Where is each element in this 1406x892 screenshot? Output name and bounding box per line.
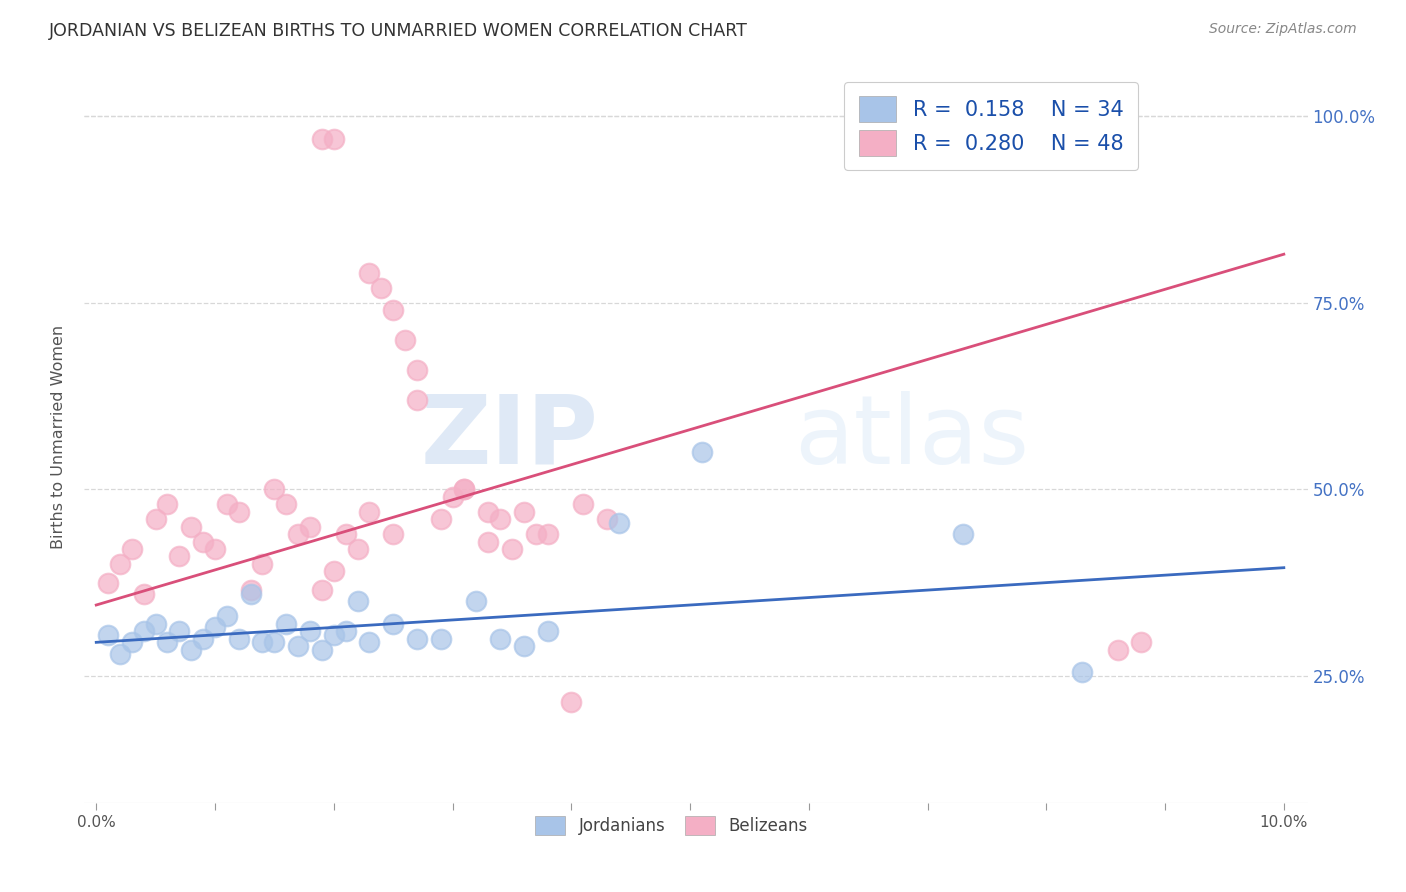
Point bbox=[536, 527, 558, 541]
Point bbox=[477, 534, 499, 549]
Point bbox=[429, 512, 451, 526]
Point bbox=[370, 281, 392, 295]
Point bbox=[263, 635, 285, 649]
Point bbox=[215, 497, 238, 511]
Point bbox=[322, 565, 344, 579]
Legend: Jordanians, Belizeans: Jordanians, Belizeans bbox=[529, 809, 814, 842]
Point bbox=[453, 483, 475, 497]
Point bbox=[215, 609, 238, 624]
Point bbox=[311, 642, 333, 657]
Point bbox=[239, 583, 262, 598]
Point bbox=[132, 587, 155, 601]
Point bbox=[204, 542, 226, 557]
Point bbox=[228, 632, 250, 646]
Point bbox=[298, 624, 321, 639]
Point bbox=[394, 333, 416, 347]
Point bbox=[346, 542, 368, 557]
Point bbox=[204, 620, 226, 634]
Point bbox=[108, 647, 131, 661]
Point bbox=[228, 505, 250, 519]
Point bbox=[382, 527, 405, 541]
Point bbox=[406, 392, 429, 407]
Point bbox=[169, 549, 191, 564]
Point bbox=[322, 131, 344, 145]
Point bbox=[180, 642, 202, 657]
Point bbox=[156, 497, 179, 511]
Point bbox=[145, 616, 167, 631]
Point bbox=[311, 583, 333, 598]
Point bbox=[1130, 635, 1153, 649]
Point bbox=[465, 594, 488, 608]
Point bbox=[1071, 665, 1094, 680]
Point bbox=[239, 587, 262, 601]
Point bbox=[429, 632, 451, 646]
Point bbox=[524, 527, 547, 541]
Point bbox=[108, 557, 131, 571]
Point bbox=[477, 505, 499, 519]
Point bbox=[1107, 642, 1129, 657]
Point bbox=[263, 483, 285, 497]
Point bbox=[252, 557, 274, 571]
Point bbox=[513, 505, 536, 519]
Point bbox=[406, 363, 429, 377]
Text: JORDANIAN VS BELIZEAN BIRTHS TO UNMARRIED WOMEN CORRELATION CHART: JORDANIAN VS BELIZEAN BIRTHS TO UNMARRIE… bbox=[49, 22, 748, 40]
Point bbox=[180, 519, 202, 533]
Point bbox=[276, 616, 298, 631]
Point bbox=[607, 516, 630, 530]
Point bbox=[335, 624, 357, 639]
Point bbox=[501, 542, 523, 557]
Point bbox=[145, 512, 167, 526]
Point bbox=[191, 534, 214, 549]
Point bbox=[298, 519, 321, 533]
Point bbox=[406, 632, 429, 646]
Point bbox=[513, 639, 536, 653]
Point bbox=[489, 632, 512, 646]
Text: ZIP: ZIP bbox=[420, 391, 598, 483]
Point bbox=[132, 624, 155, 639]
Point bbox=[359, 505, 381, 519]
Text: atlas: atlas bbox=[794, 391, 1029, 483]
Point bbox=[121, 635, 143, 649]
Point bbox=[441, 490, 464, 504]
Point bbox=[572, 497, 595, 511]
Point bbox=[97, 575, 120, 590]
Point bbox=[382, 616, 405, 631]
Point bbox=[453, 483, 475, 497]
Point bbox=[322, 628, 344, 642]
Point bbox=[359, 266, 381, 280]
Point bbox=[489, 512, 512, 526]
Point bbox=[359, 635, 381, 649]
Point bbox=[169, 624, 191, 639]
Point bbox=[287, 639, 309, 653]
Point bbox=[560, 695, 582, 709]
Point bbox=[335, 527, 357, 541]
Point bbox=[121, 542, 143, 557]
Point bbox=[382, 303, 405, 318]
Point bbox=[191, 632, 214, 646]
Y-axis label: Births to Unmarried Women: Births to Unmarried Women bbox=[51, 325, 66, 549]
Point bbox=[276, 497, 298, 511]
Point bbox=[252, 635, 274, 649]
Point bbox=[156, 635, 179, 649]
Point bbox=[287, 527, 309, 541]
Text: Source: ZipAtlas.com: Source: ZipAtlas.com bbox=[1209, 22, 1357, 37]
Point bbox=[97, 628, 120, 642]
Point bbox=[596, 512, 619, 526]
Point bbox=[311, 131, 333, 145]
Point bbox=[952, 527, 974, 541]
Point bbox=[536, 624, 558, 639]
Point bbox=[690, 445, 713, 459]
Point bbox=[346, 594, 368, 608]
